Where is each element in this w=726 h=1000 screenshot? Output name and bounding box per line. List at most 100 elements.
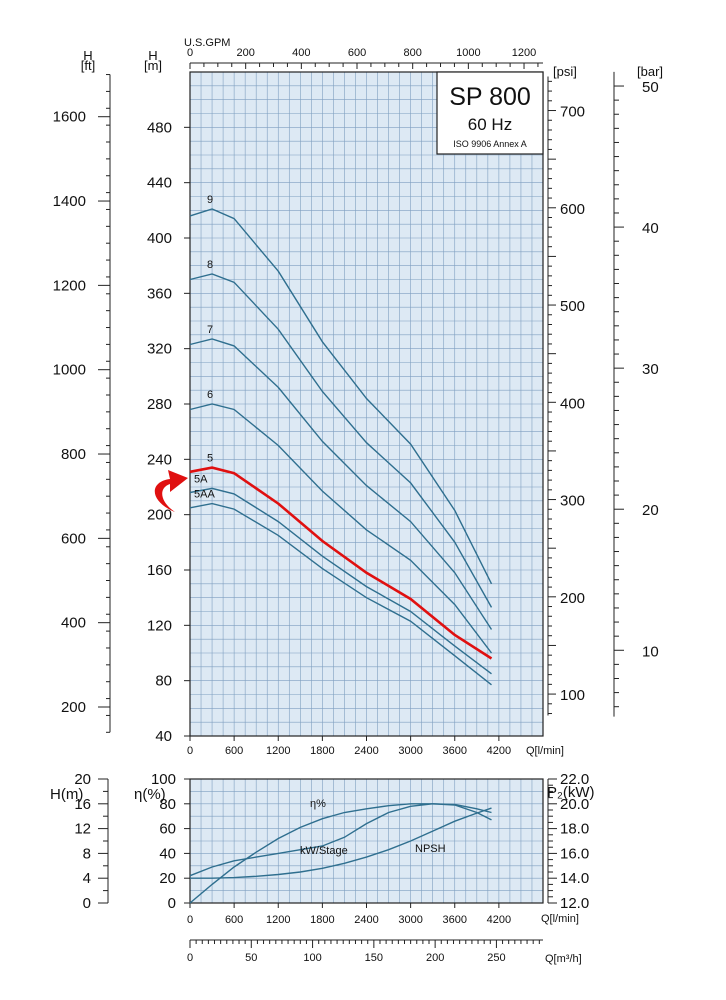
- x-tick-label: 2400: [354, 914, 378, 926]
- x-tick-label: 4200: [487, 745, 511, 757]
- m3h-tick-label: 100: [303, 952, 321, 964]
- x-tick-label: 3000: [398, 914, 422, 926]
- psi-tick-label: 500: [560, 298, 585, 315]
- y-tick-label: 120: [147, 617, 172, 634]
- gpm-tick-label: 600: [348, 47, 366, 59]
- chart-subtitle: 60 Hz: [468, 115, 512, 134]
- ft-tick-label: 1400: [53, 193, 86, 210]
- npsh-axis-label: H(m): [50, 786, 83, 803]
- npsh-tick-label: 4: [83, 870, 91, 887]
- x-tick-label: 600: [225, 914, 243, 926]
- y-tick-label: 280: [147, 396, 172, 413]
- x-axis-label: Q[l/min]: [526, 745, 564, 757]
- x-tick-label: 2400: [354, 745, 378, 757]
- ft-tick-label: 600: [61, 530, 86, 547]
- highlight-arrow: [154, 470, 188, 512]
- curve-label: η%: [310, 798, 326, 810]
- x-tick-label: 1200: [266, 914, 290, 926]
- curve-label: NPSH: [415, 843, 446, 855]
- x-tick-label: 0: [187, 745, 193, 757]
- eta-axis-label: η(%): [134, 786, 166, 803]
- y-axis-label-line: H: [148, 48, 157, 63]
- flow-m3h-axis: 0 50 100 150 200 250 Q[m³/h]: [187, 939, 582, 965]
- ft-tick-label: 1600: [53, 109, 86, 126]
- y-tick-label: 400: [147, 230, 172, 247]
- curve-8: [189, 273, 493, 608]
- gpm-tick-label: 800: [404, 47, 422, 59]
- x-tick-label: 1200: [266, 745, 290, 757]
- psi-tick-label: 600: [560, 201, 585, 218]
- power-tick-label: 20.0: [560, 796, 589, 813]
- ft-tick-label: 400: [61, 615, 86, 632]
- y-tick-label: 80: [155, 673, 172, 690]
- ft-tick-label: 800: [61, 446, 86, 463]
- chart-title: SP 800: [449, 83, 531, 111]
- curve-6: [189, 403, 493, 654]
- m3h-tick-label: 0: [187, 952, 193, 964]
- y-tick-label: 40: [155, 728, 172, 745]
- x-axis-label-lower: Q[l/min]: [541, 913, 579, 925]
- y-tick-label: 360: [147, 285, 172, 302]
- y-tick-label: 200: [147, 507, 172, 524]
- ft-tick-label: 1000: [53, 362, 86, 379]
- power-tick-label: 16.0: [560, 845, 589, 862]
- curve-label: 7: [207, 324, 213, 336]
- npsh-tick-label: 20: [74, 771, 91, 788]
- curve-5A: [189, 487, 492, 675]
- curve-label: 6: [207, 389, 213, 401]
- power-tick-label: 12.0: [560, 895, 589, 912]
- m3h-tick-label: 200: [426, 952, 444, 964]
- npsh-tick-label: 0: [83, 895, 91, 912]
- gpm-tick-label: 200: [236, 47, 254, 59]
- x-tick-label: 4200: [487, 914, 511, 926]
- chart-note: ISO 9906 Annex A: [453, 139, 527, 149]
- power-tick-label: 18.0: [560, 821, 589, 838]
- y-tick-label: 240: [147, 451, 172, 468]
- head-chart: 0 600 1200 1800 2400 3000 3600 4200 Q[l/min]4080…: [53, 37, 663, 757]
- m3h-tick-label: 250: [487, 952, 505, 964]
- x-tick-label: 3600: [443, 914, 467, 926]
- gpm-tick-label: 0: [187, 47, 193, 59]
- bar-tick-label: 20: [642, 502, 659, 519]
- npsh-tick-label: 16: [74, 796, 91, 813]
- ft-axis-label-line: [ft]: [81, 58, 95, 73]
- curve-power: [189, 803, 492, 877]
- y-axis-label-line: [m]: [144, 58, 162, 73]
- curve-npsh: [190, 807, 492, 879]
- psi-tick-label: 300: [560, 493, 585, 510]
- eta-tick-label: 0: [168, 895, 176, 912]
- m3h-axis-label: Q[m³/h]: [545, 953, 582, 965]
- curve-label: 5AA: [194, 489, 215, 501]
- psi-tick-label: 700: [560, 104, 585, 121]
- x-tick-label: 600: [225, 745, 243, 757]
- y-tick-label: 320: [147, 341, 172, 358]
- psi-tick-label: 400: [560, 395, 585, 412]
- eta-tick-label: 80: [159, 796, 176, 813]
- bar-tick-label: 50: [642, 79, 659, 96]
- curve-label: 5: [207, 453, 213, 465]
- curve-9: [189, 208, 493, 585]
- eta-tick-label: 60: [159, 821, 176, 838]
- curve-5: [189, 466, 493, 660]
- x-tick-label: 1800: [310, 745, 334, 757]
- x-tick-label: 3000: [398, 745, 422, 757]
- eta-tick-label: 20: [159, 870, 176, 887]
- npsh-tick-label: 8: [83, 845, 91, 862]
- ft-axis-label-line: H: [83, 48, 92, 63]
- bar-tick-label: 10: [642, 643, 659, 660]
- curve-label: 5A: [194, 473, 208, 485]
- m3h-tick-label: 50: [245, 952, 257, 964]
- ft-axis-label: H [ft]: [81, 48, 95, 73]
- eta-tick-label: 40: [159, 845, 176, 862]
- gpm-tick-label: 400: [292, 47, 310, 59]
- power-tick-label: 22.0: [560, 771, 589, 788]
- y-tick-label: 160: [147, 562, 172, 579]
- npsh-tick-label: 12: [74, 821, 91, 838]
- x-tick-label: 1800: [310, 914, 334, 926]
- psi-tick-label: 200: [560, 590, 585, 607]
- power-tick-label: 14.0: [560, 870, 589, 887]
- curve-label: kW/Stage: [300, 845, 348, 857]
- curve-5AA: [189, 502, 492, 686]
- eta-tick-label: 100: [151, 771, 176, 788]
- title-box-frame: [436, 71, 544, 155]
